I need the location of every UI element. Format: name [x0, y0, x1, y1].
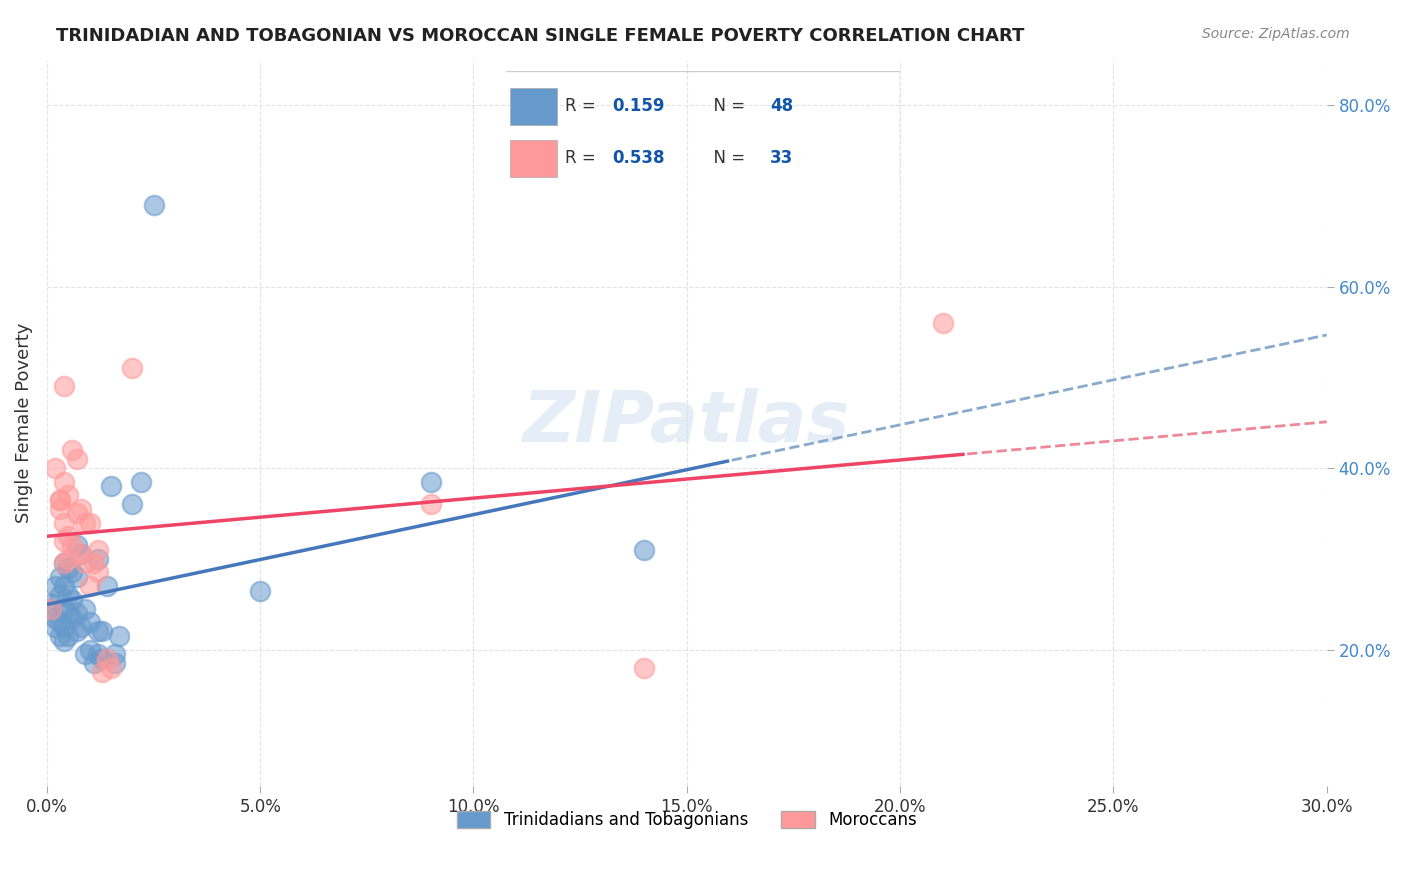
- Point: [58, 552, 80, 566]
- Point: [75, 557, 97, 571]
- Point: [75, 647, 97, 661]
- Text: N =: N =: [703, 97, 751, 115]
- Text: 48: 48: [770, 97, 793, 115]
- Point: [62, 611, 84, 625]
- Point: [66, 570, 89, 584]
- Point: [70, 620, 93, 634]
- Point: [58, 588, 80, 602]
- Point: [66, 624, 89, 639]
- Point: [52, 579, 75, 593]
- Text: Source: ZipAtlas.com: Source: ZipAtlas.com: [1202, 27, 1350, 41]
- Point: [79, 642, 101, 657]
- Point: [66, 607, 89, 621]
- Point: [44, 579, 66, 593]
- Point: [87, 552, 110, 566]
- Point: [79, 615, 101, 630]
- Point: [87, 647, 110, 661]
- Point: [633, 661, 655, 675]
- Point: [79, 579, 101, 593]
- Text: N =: N =: [703, 149, 751, 168]
- FancyBboxPatch shape: [510, 87, 557, 125]
- Point: [419, 497, 441, 511]
- Point: [129, 475, 152, 489]
- Point: [44, 461, 66, 475]
- Point: [52, 557, 75, 571]
- Point: [48, 629, 70, 643]
- Point: [62, 566, 84, 580]
- Point: [48, 615, 70, 630]
- Point: [633, 542, 655, 557]
- Point: [75, 601, 97, 615]
- Point: [70, 502, 93, 516]
- Point: [48, 570, 70, 584]
- Point: [58, 629, 80, 643]
- Point: [104, 657, 127, 671]
- Point: [52, 633, 75, 648]
- Point: [48, 588, 70, 602]
- Point: [75, 516, 97, 530]
- Point: [48, 492, 70, 507]
- Point: [48, 502, 70, 516]
- Point: [96, 651, 118, 665]
- Point: [58, 529, 80, 543]
- Point: [44, 611, 66, 625]
- Point: [100, 661, 122, 675]
- Point: [249, 583, 271, 598]
- FancyBboxPatch shape: [510, 140, 557, 177]
- Point: [91, 651, 114, 665]
- Text: ZIPatlas: ZIPatlas: [523, 388, 851, 458]
- Point: [48, 492, 70, 507]
- Point: [79, 516, 101, 530]
- Point: [100, 479, 122, 493]
- Point: [83, 557, 105, 571]
- Point: [419, 475, 441, 489]
- Point: [44, 620, 66, 634]
- Point: [96, 579, 118, 593]
- Text: R =: R =: [565, 149, 606, 168]
- Point: [66, 507, 89, 521]
- Text: 33: 33: [770, 149, 793, 168]
- Y-axis label: Single Female Poverty: Single Female Poverty: [15, 323, 32, 523]
- Text: 0.159: 0.159: [613, 97, 665, 115]
- Point: [87, 542, 110, 557]
- Point: [39, 601, 62, 615]
- Point: [52, 533, 75, 548]
- Point: [52, 379, 75, 393]
- Point: [70, 547, 93, 561]
- Point: [66, 452, 89, 467]
- Point: [58, 488, 80, 502]
- Point: [52, 516, 75, 530]
- Point: [142, 198, 165, 212]
- Point: [104, 647, 127, 661]
- Point: [52, 475, 75, 489]
- Point: [52, 620, 75, 634]
- Point: [62, 592, 84, 607]
- Point: [91, 624, 114, 639]
- Point: [932, 316, 955, 330]
- Point: [87, 566, 110, 580]
- Point: [58, 561, 80, 575]
- Point: [108, 629, 131, 643]
- Point: [66, 538, 89, 552]
- Point: [62, 442, 84, 457]
- Text: TRINIDADIAN AND TOBAGONIAN VS MOROCCAN SINGLE FEMALE POVERTY CORRELATION CHART: TRINIDADIAN AND TOBAGONIAN VS MOROCCAN S…: [56, 27, 1025, 45]
- Point: [39, 597, 62, 611]
- Text: R =: R =: [565, 97, 606, 115]
- Point: [91, 665, 114, 680]
- Legend: Trinidadians and Tobagonians, Moroccans: Trinidadians and Tobagonians, Moroccans: [450, 804, 924, 836]
- Point: [39, 601, 62, 615]
- Point: [58, 607, 80, 621]
- Point: [52, 601, 75, 615]
- Text: 0.538: 0.538: [613, 149, 665, 168]
- Point: [87, 624, 110, 639]
- Point: [83, 657, 105, 671]
- Point: [70, 547, 93, 561]
- Point: [121, 497, 143, 511]
- Point: [121, 361, 143, 376]
- Point: [52, 557, 75, 571]
- Point: [62, 538, 84, 552]
